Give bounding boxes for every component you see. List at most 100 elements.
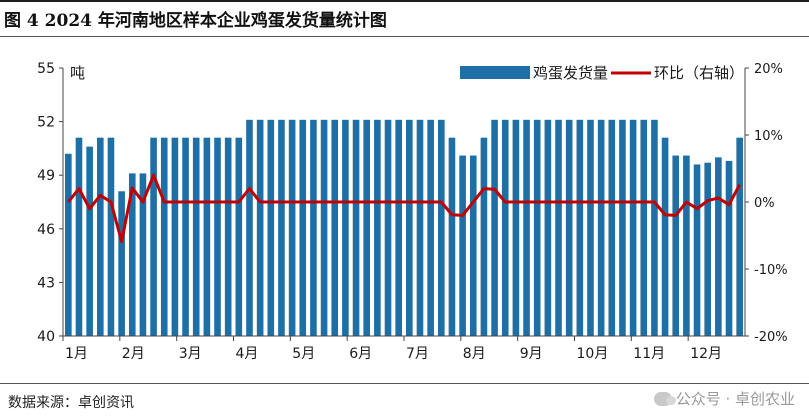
bar <box>246 119 253 336</box>
bar <box>182 137 189 336</box>
x-tick-label: 3月 <box>179 346 202 362</box>
bar <box>171 137 179 336</box>
bar <box>523 119 530 336</box>
ratio-line-series <box>67 173 741 244</box>
bar <box>416 119 424 336</box>
bar <box>480 137 488 336</box>
left-tick-label: 46 <box>37 222 55 238</box>
right-y-axis: -20% -10% 0% 10% 20% <box>744 62 788 345</box>
bar <box>96 137 104 336</box>
right-tick-label: -20% <box>754 330 788 345</box>
left-y-axis: 吨 40 43 46 49 52 55 <box>37 61 85 345</box>
bar <box>512 119 520 336</box>
bar <box>459 155 466 336</box>
x-tick-label: 7月 <box>406 346 429 362</box>
bar <box>619 119 626 336</box>
bar <box>160 137 168 336</box>
bar <box>331 119 339 336</box>
left-tick-label: 49 <box>37 168 55 184</box>
source-note: 数据来源：卓创资讯 <box>8 395 134 411</box>
bar <box>288 119 296 336</box>
bar <box>661 137 669 336</box>
x-tick-label: 5月 <box>292 346 315 362</box>
bar <box>395 119 402 336</box>
x-tick-label: 4月 <box>236 346 259 362</box>
bar <box>704 162 712 336</box>
watermark: 公众号 · 卓创农业 <box>653 388 795 409</box>
left-tick-label: 43 <box>37 275 55 291</box>
left-tick-label: 52 <box>37 115 55 131</box>
bar <box>469 155 477 336</box>
bar <box>715 157 722 336</box>
x-axis: 1月 2月 3月 4月 5月 6月 7月 8月 9月 10月 11月 12月 <box>62 335 745 362</box>
bar <box>107 137 115 336</box>
bar <box>235 137 243 336</box>
right-tick-label: 20% <box>754 62 783 77</box>
x-tick-label: 6月 <box>349 346 372 362</box>
legend-swatch-bar <box>460 66 530 79</box>
bar <box>672 155 680 336</box>
bar <box>651 119 658 336</box>
watermark-text: 公众号 · 卓创农业 <box>675 390 795 408</box>
bar <box>267 119 275 336</box>
bar <box>352 119 360 336</box>
bar <box>565 119 573 336</box>
bar <box>608 119 616 336</box>
bar <box>299 119 307 336</box>
x-tick-label: 9月 <box>520 346 543 362</box>
bar <box>736 137 743 336</box>
bar <box>150 137 157 336</box>
bar <box>683 155 690 336</box>
title-divider <box>0 36 809 37</box>
x-tick-label: 2月 <box>122 346 145 362</box>
bar <box>86 146 93 336</box>
y-unit-label: 吨 <box>70 64 85 82</box>
bar <box>544 119 552 336</box>
right-tick-label: 10% <box>754 129 783 144</box>
bar <box>384 119 392 336</box>
bar-series-group <box>65 119 743 336</box>
right-tick-label: -10% <box>754 263 788 278</box>
right-tick-label: 0% <box>754 196 775 211</box>
legend-label-bar: 鸡蛋发货量 <box>533 64 608 82</box>
bar <box>501 119 509 336</box>
bar <box>693 164 701 336</box>
bar <box>256 119 264 336</box>
wechat-icon <box>653 391 676 406</box>
footer-divider <box>0 383 809 384</box>
bar <box>224 137 232 336</box>
x-tick-label: 8月 <box>463 346 486 362</box>
bar <box>310 119 317 336</box>
bar <box>491 119 498 336</box>
x-tick-label: 1月 <box>65 346 88 362</box>
bar <box>128 173 136 336</box>
bar <box>192 137 200 336</box>
x-tick-label: 11月 <box>633 346 665 362</box>
legend-label-line: 环比（右轴） <box>654 64 744 82</box>
bar <box>118 191 125 336</box>
bar <box>427 119 434 336</box>
bar <box>437 119 445 336</box>
bar <box>587 119 594 336</box>
bar <box>629 119 637 336</box>
bar <box>203 137 211 336</box>
x-tick-label: 12月 <box>690 346 722 362</box>
top-border-line <box>0 0 809 2</box>
bar <box>597 119 605 336</box>
bar <box>406 119 413 336</box>
chart-title: 图 4 2024 年河南地区样本企业鸡蛋发货量统计图 <box>4 11 387 31</box>
x-tick-label: 10月 <box>577 346 609 362</box>
bar <box>278 119 285 336</box>
bar <box>363 119 371 336</box>
bar <box>640 119 648 336</box>
bar <box>214 137 221 336</box>
bar <box>448 137 456 336</box>
bar <box>139 173 147 336</box>
bar <box>533 119 541 336</box>
left-tick-label: 55 <box>37 61 55 77</box>
bar <box>342 119 349 336</box>
left-tick-label: 40 <box>37 329 55 345</box>
bar <box>576 119 584 336</box>
bar <box>75 137 83 336</box>
bar <box>65 153 72 336</box>
